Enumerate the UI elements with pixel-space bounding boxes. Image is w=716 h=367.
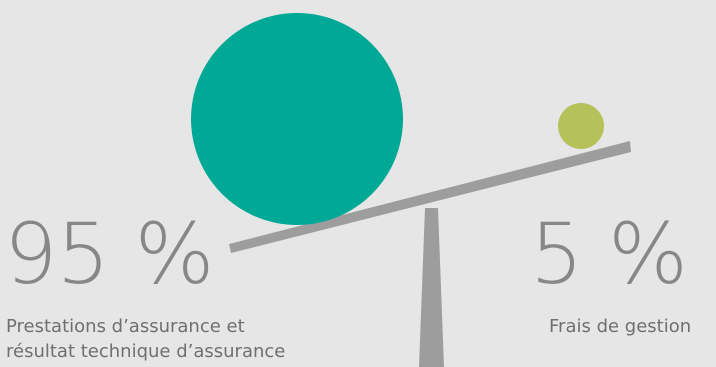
small-share-circle <box>558 103 604 149</box>
left-caption-line1: Prestations d’assurance et <box>6 316 245 337</box>
right-caption: Frais de gestion <box>549 316 692 337</box>
scale-stand <box>419 208 444 367</box>
left-percent-value: 95 % <box>4 205 214 303</box>
scale-beam <box>229 141 631 253</box>
right-percent-value: 5 % <box>530 205 688 303</box>
left-caption: Prestations d’assurance et résultat tech… <box>6 314 285 364</box>
left-caption-line2: résultat technique d’assurance <box>6 341 286 362</box>
large-share-circle <box>191 13 403 225</box>
